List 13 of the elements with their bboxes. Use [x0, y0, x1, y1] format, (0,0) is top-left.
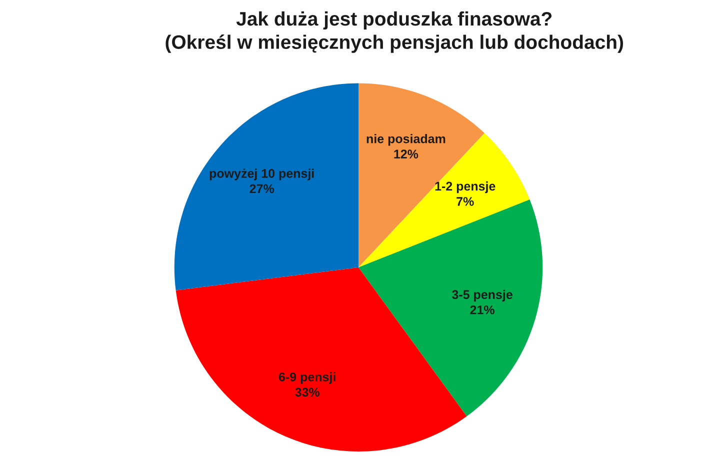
- slice-label: 1-2 pensje: [435, 181, 496, 194]
- data-label: 12%: [394, 150, 418, 158]
- slice-label: 6-9 pensji: [278, 372, 336, 384]
- slice-label: powyżej 10 pensji: [210, 168, 314, 180]
- pie-slice: [174, 83, 358, 290]
- data-label: 33%: [295, 388, 320, 397]
- slice-label: 3-5 pensje: [452, 290, 512, 302]
- data-label: 7%: [456, 197, 474, 206]
- chart-title: Jak duża jest poduszka finasowa? (Określ w miesięcznych pensjach lub dochodach): [166, 11, 624, 53]
- data-label: 21%: [470, 305, 494, 314]
- slice-label: nie posiadam: [366, 134, 446, 146]
- data-label: 27%: [250, 184, 274, 194]
- pie-slice: [358, 133, 530, 268]
